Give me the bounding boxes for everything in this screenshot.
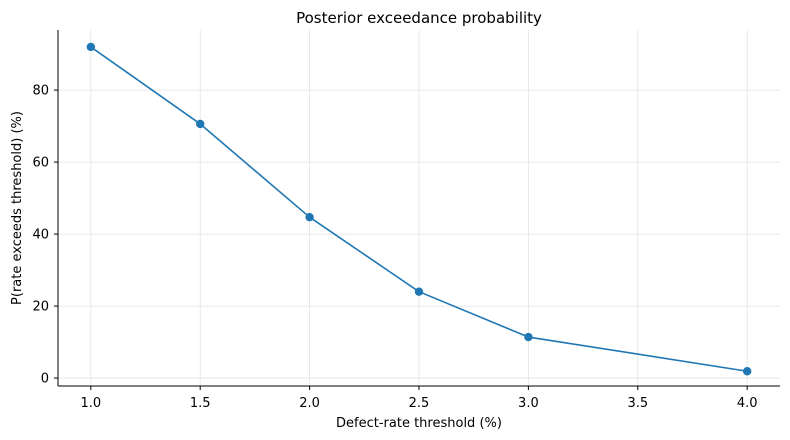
x-tick-label: 3.0: [518, 396, 539, 411]
y-tick-label: 0: [41, 372, 49, 387]
chart-title: Posterior exceedance probability: [296, 9, 542, 27]
x-axis-ticks: 1.0 1.5 2.0 2.5 3.0 3.5 4.0: [80, 386, 758, 411]
x-tick-label: 1.5: [190, 396, 211, 411]
x-tick-label: 2.0: [299, 396, 320, 411]
data-point: [86, 42, 96, 52]
series-line: [90, 46, 748, 373]
y-tick-label: 20: [32, 300, 49, 315]
x-tick-label: 2.5: [409, 396, 430, 411]
x-tick-label: 3.5: [627, 396, 648, 411]
x-tick-label: 4.0: [737, 396, 758, 411]
data-point: [742, 367, 752, 376]
data-point: [305, 212, 314, 222]
y-axis-ticks: 0 20 40 60 80: [32, 84, 58, 387]
x-tick-label: 1.0: [80, 396, 101, 411]
data-point: [414, 287, 424, 296]
y-tick-label: 60: [32, 156, 49, 171]
x-axis-label: Defect-rate threshold (%): [336, 416, 502, 431]
y-tick-label: 80: [32, 84, 49, 99]
grid: [58, 30, 780, 386]
y-tick-label: 40: [32, 228, 49, 243]
series-layer: [86, 42, 752, 376]
data-point: [196, 119, 205, 129]
y-axis-label: P(rate exceeds threshold) (%): [10, 111, 25, 305]
data-point: [524, 332, 533, 342]
